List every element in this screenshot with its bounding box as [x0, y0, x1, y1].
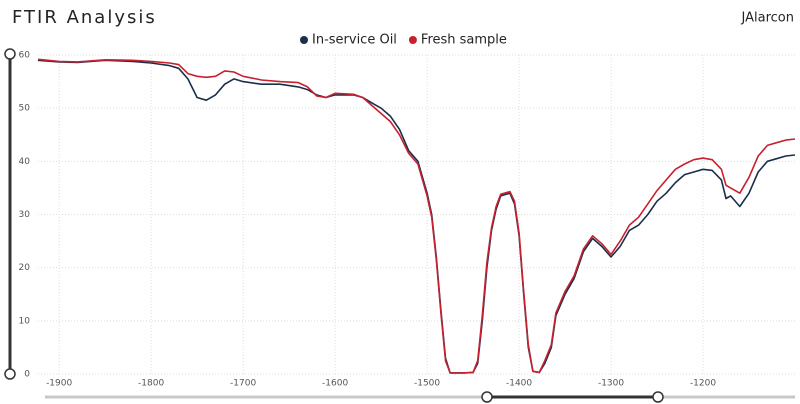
slider-handle[interactable] — [652, 391, 664, 403]
x-tick-label: -1300 — [598, 379, 624, 389]
y-tick-label: 20 — [19, 263, 31, 273]
y-tick-label: 30 — [19, 210, 31, 220]
slider-handle[interactable] — [4, 48, 16, 60]
x-tick-label: -1200 — [690, 379, 716, 389]
y-tick-label: 0 — [24, 370, 30, 380]
legend-marker — [408, 36, 417, 44]
y-tick-label: 60 — [19, 51, 31, 61]
y-range-slider[interactable] — [4, 48, 16, 380]
x-tick-label: -1400 — [506, 379, 532, 389]
slider-handle[interactable] — [481, 391, 493, 403]
y-tick-label: 40 — [19, 157, 31, 167]
y-tick-label: 10 — [19, 316, 31, 326]
x-tick-label: -1800 — [138, 379, 164, 389]
x-range-slider[interactable] — [45, 391, 795, 403]
slider-handle[interactable] — [4, 368, 16, 380]
x-tick-label: -1700 — [230, 379, 256, 389]
chart-title: FTIR Analysis — [12, 7, 157, 28]
author: JAlarcon — [741, 11, 794, 26]
series-line — [37, 58, 796, 374]
plot — [37, 58, 796, 374]
grid: 0 10 20 30 40 50 60 -1900 -1800 -1700 -1600 -1500 -1… — [19, 51, 795, 389]
legend-label: Fresh sample — [421, 33, 507, 48]
x-tick-label: -1900 — [46, 379, 72, 389]
legend-marker — [300, 36, 308, 44]
y-tick-label: 50 — [19, 104, 31, 114]
legend-label: In-service Oil — [312, 33, 397, 48]
legend: In-service Oil Fresh sample — [300, 33, 507, 48]
x-tick-label: -1500 — [414, 379, 440, 389]
series-line — [37, 59, 796, 374]
x-tick-label: -1600 — [322, 379, 348, 389]
